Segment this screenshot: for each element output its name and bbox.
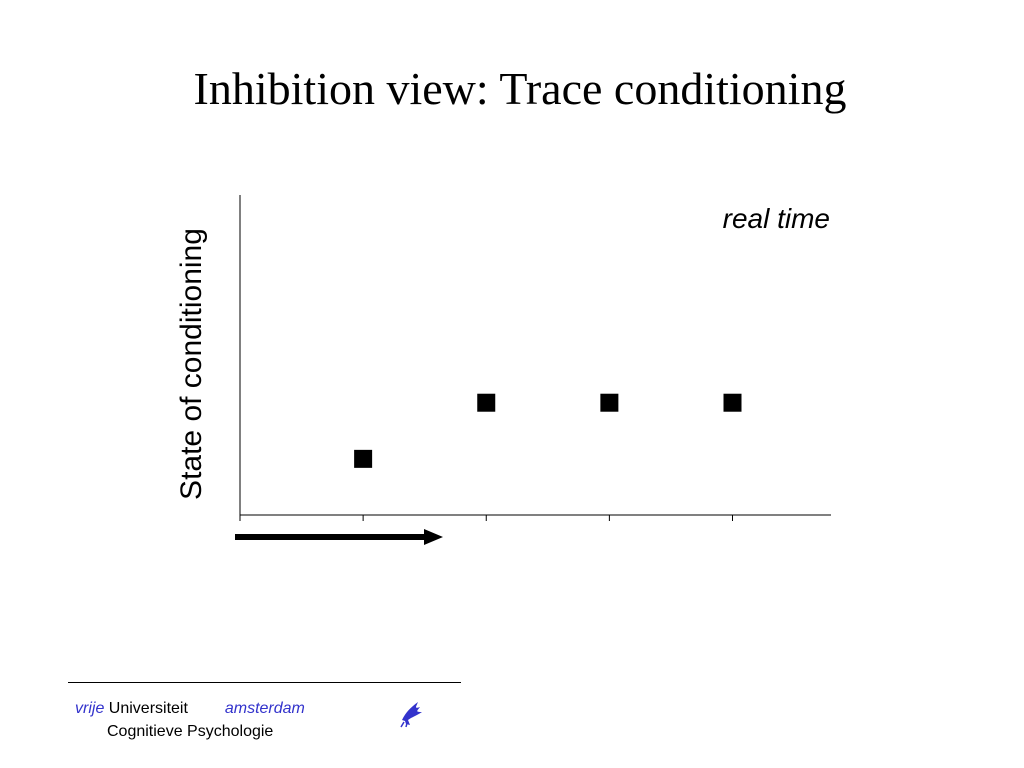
y-axis-label: State of conditioning bbox=[175, 228, 208, 500]
footer-divider bbox=[68, 682, 461, 683]
data-point bbox=[477, 393, 496, 412]
vrije-word: vrije bbox=[75, 700, 105, 717]
universiteit-word: Universiteit bbox=[108, 700, 188, 717]
data-point bbox=[354, 449, 373, 468]
data-point-group bbox=[354, 393, 742, 468]
time-arrow bbox=[235, 529, 443, 545]
data-point bbox=[600, 393, 619, 412]
vu-griffin-logo-icon bbox=[400, 702, 422, 728]
real-time-annotation: real time bbox=[723, 203, 830, 234]
data-point bbox=[723, 393, 742, 412]
university-name: vrije Universiteit amsterdam bbox=[75, 700, 305, 718]
x-tick-group bbox=[239, 515, 733, 521]
slide-title: Inhibition view: Trace conditioning bbox=[193, 63, 847, 114]
amsterdam-word: amsterdam bbox=[224, 700, 305, 717]
department-name: Cognitieve Psychologie bbox=[107, 723, 274, 740]
